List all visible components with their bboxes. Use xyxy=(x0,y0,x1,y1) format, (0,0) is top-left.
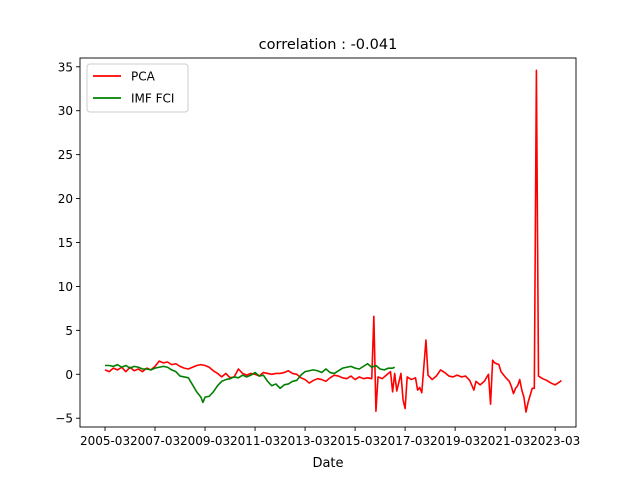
x-tick-label: 2021-03 xyxy=(480,434,530,448)
y-tick-label: −5 xyxy=(55,412,73,426)
legend: PCA IMF FCI xyxy=(86,63,189,113)
y-tick-label: 0 xyxy=(65,368,73,382)
y-tick-label: 35 xyxy=(58,60,73,74)
series-layer xyxy=(104,69,562,413)
y-tick-label: 5 xyxy=(65,324,73,338)
series-line-pca xyxy=(104,69,562,413)
x-tick-label: 2005-03 xyxy=(80,434,130,448)
x-tick-label: 2023-03 xyxy=(530,434,580,448)
x-tick-label: 2019-03 xyxy=(430,434,480,448)
x-tick-label: 2007-03 xyxy=(130,434,180,448)
y-axis: −5 0 5 10 15 20 25 30 35 xyxy=(55,60,80,426)
x-tick-label: 2009-03 xyxy=(180,434,230,448)
x-tick-label: 2017-03 xyxy=(380,434,430,448)
y-tick-label: 25 xyxy=(58,148,73,162)
y-tick-label: 15 xyxy=(58,236,73,250)
x-tick-label: 2015-03 xyxy=(330,434,380,448)
chart-title: correlation : -0.041 xyxy=(259,37,398,53)
x-axis: 2005-03 2007-03 2009-03 2011-03 2013-03 2015-… xyxy=(80,427,580,448)
x-tick-label: 2013-03 xyxy=(280,434,330,448)
legend-label-pca: PCA xyxy=(131,70,156,84)
x-tick-label: 2011-03 xyxy=(230,434,280,448)
y-tick-label: 30 xyxy=(58,104,73,118)
x-axis-label: Date xyxy=(312,456,343,471)
series-line-imf-fci xyxy=(105,362,396,404)
legend-label-imf-fci: IMF FCI xyxy=(131,92,174,106)
y-tick-label: 10 xyxy=(58,280,73,294)
y-tick-label: 20 xyxy=(58,192,73,206)
